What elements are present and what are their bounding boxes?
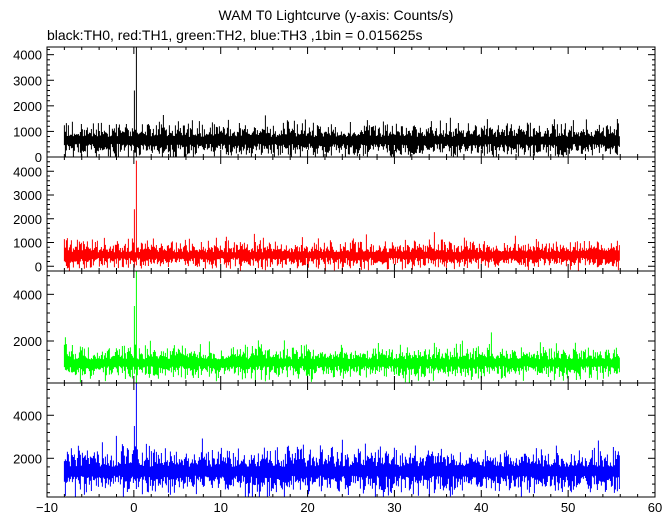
- y-tick-label: 1000: [13, 124, 42, 139]
- series-line-th0: [63, 47, 620, 157]
- y-tick-label: 4000: [13, 287, 42, 302]
- series-line-th3: [63, 383, 620, 497]
- y-tick-label: 2000: [13, 212, 42, 227]
- x-tick-label: 60: [648, 500, 662, 515]
- y-tick-label: 2000: [13, 99, 42, 114]
- x-tick-label: 40: [474, 500, 488, 515]
- y-tick-label: 4000: [13, 408, 42, 423]
- x-tick-label: 20: [300, 500, 314, 515]
- y-tick-label: 3000: [13, 188, 42, 203]
- panel-th1: 0 1000 2000 3000 4000: [13, 156, 656, 274]
- x-tick-label: 10: [213, 500, 227, 515]
- panel-th0: 0 1000 2000 3000 4000: [13, 46, 656, 165]
- y-tick-label: 0: [35, 150, 42, 165]
- y-tick-label: 0: [35, 259, 42, 274]
- x-tick-label: 30: [387, 500, 401, 515]
- panel-frame: [46, 382, 656, 498]
- x-tick-label: −10: [36, 500, 58, 515]
- y-tick-label: 3000: [13, 73, 42, 88]
- series-line-th2: [63, 271, 620, 383]
- chart-subtitle: black:TH0, red:TH1, green:TH2, blue:TH3 …: [47, 27, 423, 43]
- chart-title: WAM T0 Lightcurve (y-axis: Counts/s): [218, 7, 454, 23]
- panel-th3: 2000 4000 −10 0 10 20 30 40 50 60: [13, 382, 662, 515]
- y-tick-label: 4000: [13, 48, 42, 63]
- y-tick-label: 2000: [13, 451, 42, 466]
- x-tick-label: 0: [130, 500, 137, 515]
- x-tick-label: 50: [561, 500, 575, 515]
- series-line-th1: [63, 160, 620, 271]
- panel-th2: 2000 4000: [13, 270, 656, 384]
- y-tick-label: 2000: [13, 334, 42, 349]
- y-tick-label: 1000: [13, 236, 42, 251]
- y-tick-label: 4000: [13, 164, 42, 179]
